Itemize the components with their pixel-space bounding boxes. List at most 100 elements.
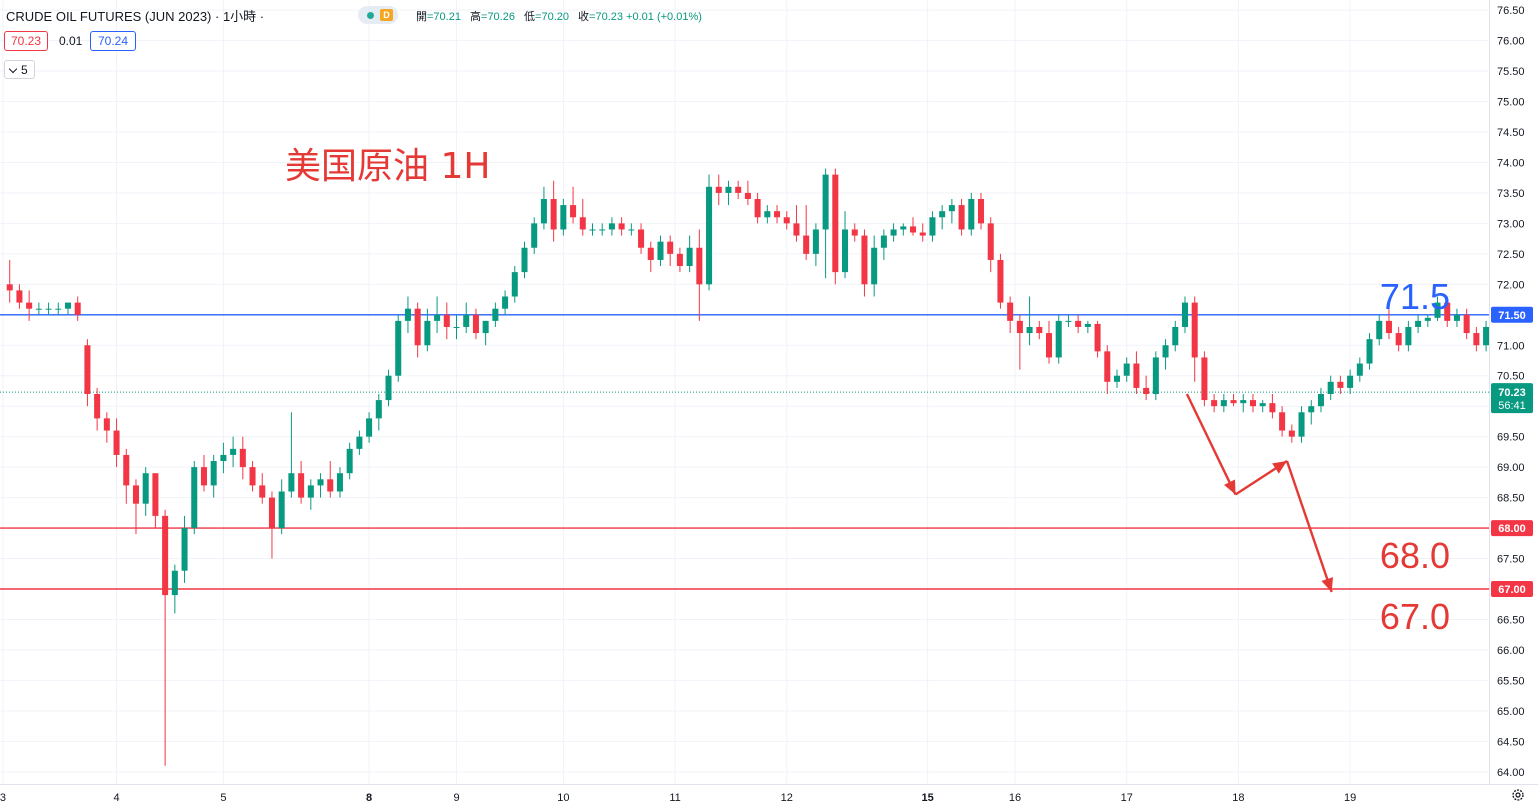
candle-body: [181, 528, 188, 571]
symbol-title[interactable]: CRUDE OIL FUTURES (JUN 2023) · 1小時 ·: [6, 9, 265, 24]
candle-body: [1473, 333, 1480, 346]
candle-body: [1444, 302, 1451, 321]
time-tick-label: 16: [1009, 792, 1021, 804]
candle-body: [1123, 363, 1130, 376]
candle-body: [540, 199, 547, 224]
candle-body: [1181, 302, 1188, 327]
market-open-icon: [367, 12, 374, 19]
candle-body: [589, 229, 596, 231]
level-note: 67.0: [1380, 596, 1450, 637]
candle-body: [550, 199, 557, 230]
candle-body: [1133, 363, 1140, 388]
chart-title: 美国原油 1H: [285, 146, 490, 187]
candle-body: [521, 247, 528, 273]
level-price-badge: [1491, 306, 1533, 323]
gear-icon[interactable]: [1511, 788, 1525, 802]
candle-body: [715, 186, 722, 193]
time-axis[interactable]: 3 4 5 8 9 10 11 12 15 16 17 18 19: [0, 792, 1356, 804]
candle-body: [638, 229, 645, 248]
time-tick-label: 19: [1344, 792, 1356, 804]
candle-body: [307, 485, 314, 498]
candle-body: [958, 205, 965, 230]
candle-body: [1356, 363, 1363, 376]
level-price-badge-label: 71.50: [1498, 310, 1526, 322]
candle-body: [851, 229, 858, 236]
candle-body: [618, 223, 625, 230]
candle-body: [152, 473, 159, 516]
low-label: 低: [524, 11, 536, 23]
price-tick-label: 69.50: [1497, 432, 1525, 444]
candle-body: [1298, 412, 1305, 437]
level-note: 68.0: [1380, 535, 1450, 576]
price-levels: [0, 314, 1489, 590]
time-tick-label: 15: [921, 792, 933, 804]
candle-body: [754, 199, 761, 218]
candle-body: [861, 235, 868, 285]
candle-body: [288, 473, 295, 492]
last-price-label: 70.23: [1498, 387, 1526, 399]
level-price-badge: [1491, 581, 1533, 597]
candle-body: [1026, 326, 1033, 334]
time-tick-label: 17: [1121, 792, 1133, 804]
candle-body: [1376, 320, 1383, 340]
candle-body: [142, 473, 149, 504]
candle-body: [1045, 333, 1053, 358]
candle-body: [1220, 400, 1227, 407]
price-tick-label: 69.00: [1497, 462, 1525, 474]
candle-body: [385, 375, 392, 401]
candle-body: [628, 229, 635, 231]
sell-price-button[interactable]: 70.23: [4, 31, 48, 51]
price-tick-label: 76.00: [1497, 36, 1525, 48]
candle-body: [327, 479, 334, 492]
candle-body: [1104, 351, 1111, 382]
candle-body: [706, 186, 713, 285]
candle-body: [667, 241, 674, 254]
candle-body: [939, 211, 946, 218]
candle-body: [472, 314, 479, 334]
candle-body: [375, 400, 382, 419]
low-value: =70.20: [535, 11, 569, 23]
candle-body: [45, 308, 52, 310]
candle-body: [55, 308, 62, 310]
candle-body: [463, 314, 470, 327]
market-status-badge[interactable]: D: [358, 6, 398, 24]
last-price-badge: [1491, 383, 1533, 414]
high-label: 高: [470, 11, 482, 23]
price-tick-label: 72.00: [1497, 279, 1525, 291]
buy-price-button[interactable]: 70.24: [90, 31, 136, 51]
price-tick-label: 68.50: [1497, 493, 1525, 505]
candle-body: [6, 284, 13, 291]
candle-body: [764, 211, 771, 218]
candle-body: [94, 394, 101, 419]
candle-body: [317, 479, 324, 486]
candle-body: [1162, 345, 1169, 358]
candle-body: [132, 485, 139, 504]
candle-body: [783, 217, 790, 224]
candle-body: [1405, 326, 1412, 346]
delayed-data-badge: D: [380, 9, 393, 21]
candle-body: [570, 205, 577, 218]
candle-body: [1259, 403, 1266, 407]
candle-body: [793, 223, 800, 236]
price-tick-label: 73.00: [1497, 218, 1525, 230]
projection-arrowhead: [1224, 479, 1236, 495]
candle-body: [725, 186, 732, 193]
candle-body: [1084, 323, 1091, 327]
candle-body: [103, 418, 110, 431]
projection-arrowhead: [1272, 461, 1287, 474]
candle-body: [453, 326, 460, 328]
time-tick-label: 5: [220, 792, 226, 804]
candle-body: [686, 247, 693, 267]
candle-body: [900, 226, 907, 230]
price-tick-label: 64.00: [1497, 767, 1525, 779]
candle-body: [239, 448, 246, 468]
grid-lines: [0, 0, 1489, 784]
indicators-toggle-button[interactable]: 5: [4, 60, 35, 79]
time-tick-label: 4: [113, 792, 119, 804]
candle-body: [822, 174, 829, 230]
price-tick-label: 75.00: [1497, 97, 1525, 109]
level-note: 71.5: [1380, 276, 1450, 317]
candle-body: [1240, 400, 1247, 404]
candle-body: [1317, 394, 1324, 407]
